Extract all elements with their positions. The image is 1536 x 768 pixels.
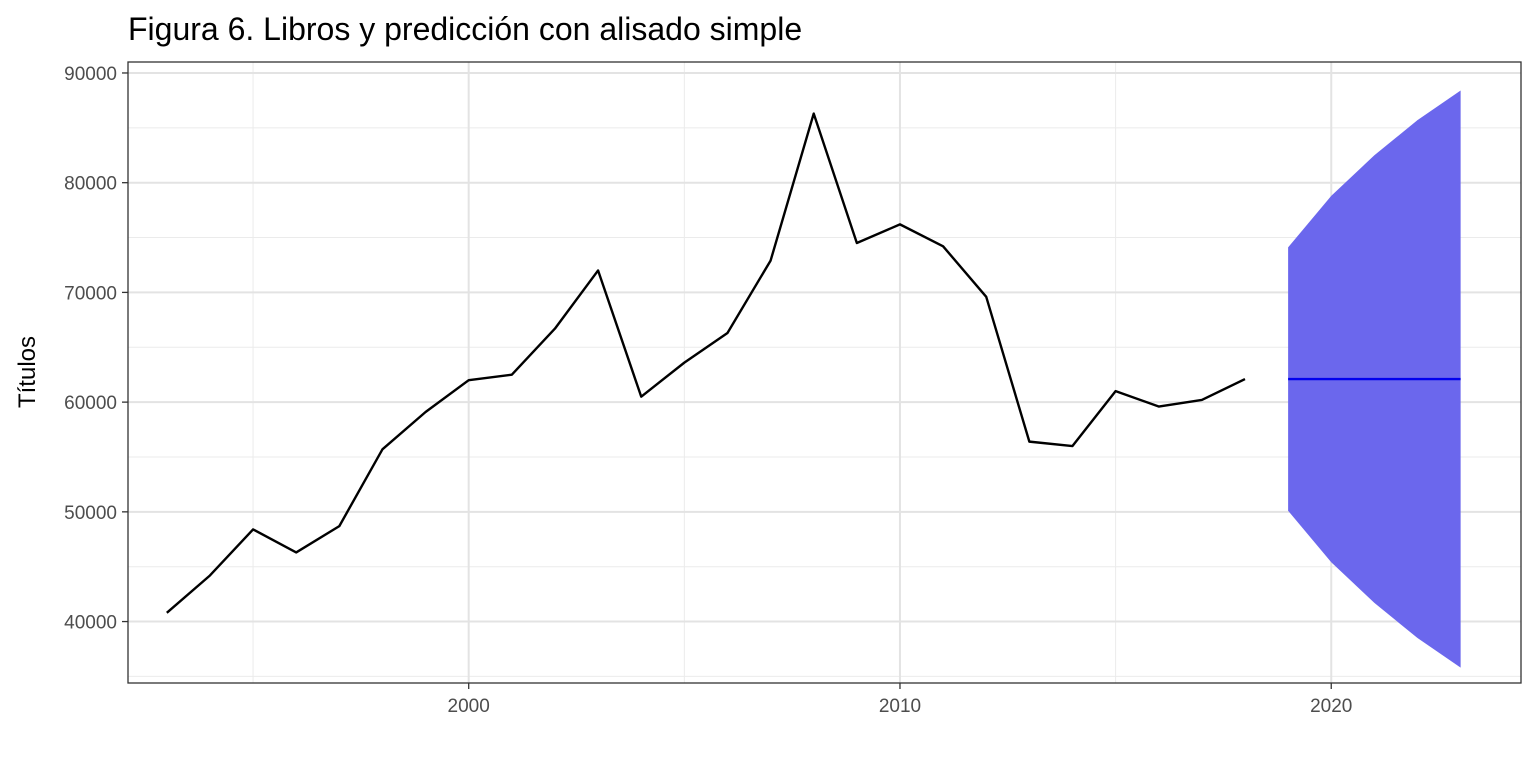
x-axis: 2000 2010 2020: [448, 683, 1352, 717]
y-tick-label: 90000: [64, 64, 117, 85]
x-tick-label: 2010: [879, 696, 921, 717]
y-tick-label: 70000: [64, 283, 117, 304]
y-tick-label: 60000: [64, 393, 117, 414]
major-gridlines: [128, 62, 1521, 683]
y-tick-label: 40000: [64, 613, 117, 634]
observed-series-line: [166, 112, 1246, 614]
y-tick-label: 80000: [64, 174, 117, 195]
y-axis: 40000 50000 60000 70000 80000 90000: [64, 64, 128, 634]
x-tick-label: 2020: [1310, 696, 1352, 717]
y-axis-title: Títulos: [14, 336, 41, 408]
y-tick-label: 50000: [64, 503, 117, 524]
panel-border: [127, 61, 1522, 684]
chart-title: Figura 6. Libros y predicción con alisad…: [128, 11, 802, 47]
series-layer: [166, 112, 1461, 614]
x-tick-label: 2000: [448, 696, 490, 717]
